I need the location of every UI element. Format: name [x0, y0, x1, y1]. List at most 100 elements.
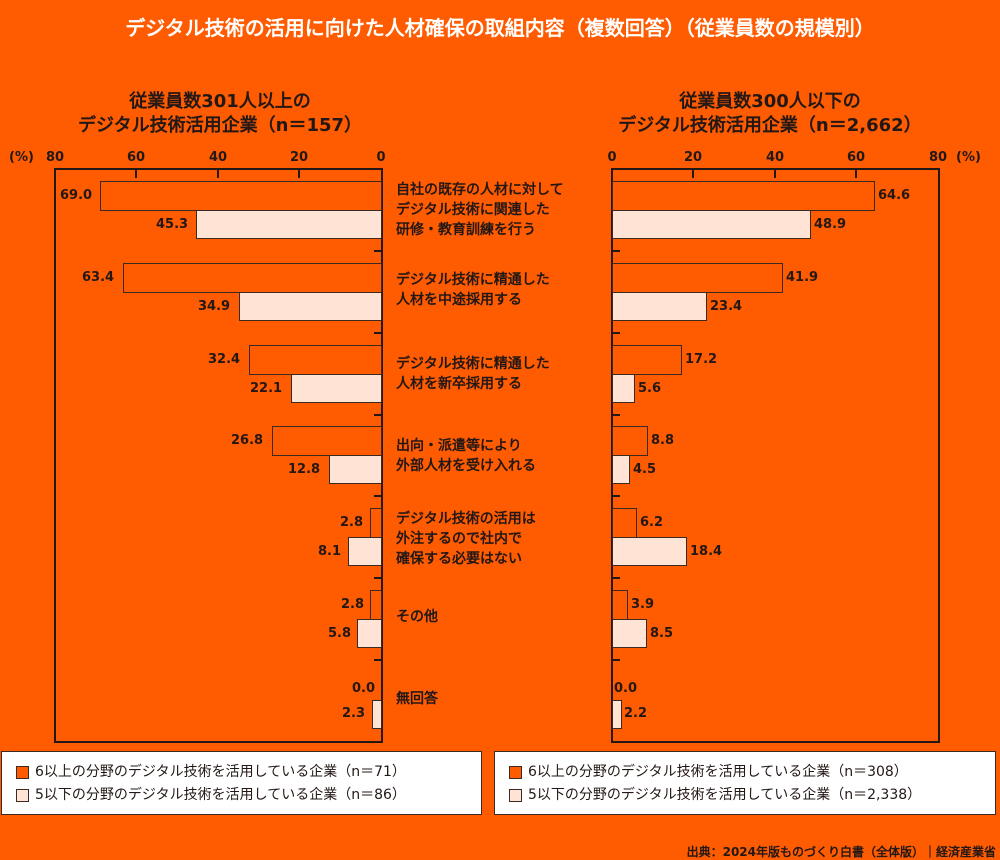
right-axis-tick	[692, 169, 694, 178]
right-value-light: 18.4	[690, 544, 723, 559]
left-axis-tick	[217, 169, 219, 178]
left-bar-light	[372, 700, 382, 729]
left-panel-title-line2: デジタル技術活用企業（n＝157）	[77, 115, 363, 136]
left-axis-tick	[135, 169, 137, 178]
legend-label: 5以下の分野のデジタル技術を活用している企業（n＝2,338）	[528, 787, 922, 803]
left-group-separator	[374, 495, 382, 497]
right-value-dark: 64.6	[878, 188, 911, 203]
right-bar-dark	[612, 345, 682, 375]
left-bar-light	[329, 455, 382, 484]
left-axis-unit: (%)	[9, 150, 34, 165]
left-bar-light	[291, 374, 382, 403]
category-label: デジタル技術に精通した 人材を中途採用する	[396, 270, 606, 310]
right-bar-light	[612, 455, 630, 484]
right-value-dark: 6.2	[640, 515, 664, 530]
right-bar-light	[612, 537, 687, 566]
left-tick-80: 80	[45, 150, 65, 165]
right-group-separator	[612, 332, 620, 334]
left-value-dark: 63.4	[82, 270, 115, 285]
right-panel-title: 従業員数300人以下の デジタル技術活用企業（n＝2,662）	[590, 90, 950, 138]
left-value-dark: 32.4	[208, 352, 241, 367]
right-tick-40: 40	[765, 150, 785, 165]
right-plot-frame	[611, 168, 940, 743]
right-bar-dark	[612, 590, 628, 620]
right-value-light: 48.9	[814, 217, 847, 232]
right-panel-title-line1: 従業員数300人以下の	[679, 91, 861, 112]
right-bar-light	[612, 374, 635, 403]
left-bar-dark	[370, 508, 382, 538]
left-panel-title-line1: 従業員数301人以上の	[129, 91, 311, 112]
category-label-line: デジタル技術に関連した	[396, 202, 550, 218]
right-bar-light	[612, 700, 622, 729]
left-bar-dark	[123, 263, 382, 293]
right-group-separator	[612, 250, 620, 252]
left-axis-tick	[298, 169, 300, 178]
right-group-separator	[612, 495, 620, 497]
left-legend: 6以上の分野のデジタル技術を活用している企業（n＝71） 5以下の分野のデジタル…	[1, 751, 482, 815]
left-value-light: 45.3	[156, 217, 189, 232]
left-bar-dark	[100, 181, 382, 211]
category-label-line: デジタル技術に精通した	[396, 272, 550, 288]
left-group-separator	[374, 577, 382, 579]
left-value-dark: 69.0	[60, 188, 93, 203]
left-value-dark: 26.8	[231, 433, 264, 448]
category-label-line: 研修・教育訓練を行う	[396, 222, 536, 238]
left-tick-40: 40	[208, 150, 228, 165]
category-label-line: 無回答	[396, 691, 438, 707]
right-bar-dark	[612, 181, 875, 211]
left-bar-dark	[370, 590, 382, 620]
right-bar-light	[612, 292, 707, 321]
category-label-line: 出向・派遣等により	[396, 438, 522, 454]
category-label: 無回答	[396, 689, 606, 709]
category-label-line: デジタル技術に精通した	[396, 356, 550, 372]
category-label: デジタル技術に精通した 人材を新卒採用する	[396, 354, 606, 394]
left-value-dark: 0.0	[352, 681, 376, 696]
right-tick-60: 60	[846, 150, 866, 165]
left-value-light: 2.3	[342, 706, 366, 721]
right-value-light: 23.4	[710, 299, 743, 314]
legend-item-dark: 6以上の分野のデジタル技術を活用している企業（n＝308）	[509, 761, 985, 784]
category-label: 出向・派遣等により 外部人材を受け入れる	[396, 436, 606, 476]
left-value-light: 8.1	[318, 544, 342, 559]
right-group-separator	[612, 414, 620, 416]
right-tick-80: 80	[928, 150, 948, 165]
left-bar-light	[348, 537, 382, 566]
right-tick-0: 0	[607, 150, 617, 165]
right-bar-dark	[612, 426, 648, 456]
left-value-light: 12.8	[288, 462, 321, 477]
right-axis-tick	[855, 169, 857, 178]
right-bar-dark	[612, 263, 783, 293]
chart-title: デジタル技術の活用に向けた人材確保の取組内容（複数回答）（従業員数の規模別）	[125, 16, 875, 40]
left-panel-title: 従業員数301人以上の デジタル技術活用企業（n＝157）	[40, 90, 400, 138]
left-bar-light	[357, 619, 382, 648]
left-bar-dark	[272, 426, 382, 456]
left-value-dark: 2.8	[341, 597, 365, 612]
right-value-dark: 17.2	[685, 352, 718, 367]
right-panel-title-line2: デジタル技術活用企業（n＝2,662）	[618, 115, 922, 136]
legend-swatch-light	[509, 789, 522, 802]
left-group-separator	[374, 659, 382, 661]
category-label-line: 人材を新卒採用する	[396, 376, 522, 392]
category-label-line: 外部人材を受け入れる	[396, 458, 536, 474]
right-bar-dark	[612, 508, 637, 538]
category-label: 自社の既存の人材に対して デジタル技術に関連した 研修・教育訓練を行う	[396, 180, 606, 240]
legend-item-light: 5以下の分野のデジタル技術を活用している企業（n＝86）	[16, 784, 471, 807]
left-bar-light	[239, 292, 382, 321]
left-tick-20: 20	[289, 150, 309, 165]
legend-label: 5以下の分野のデジタル技術を活用している企業（n＝86）	[35, 787, 406, 803]
right-value-light: 2.2	[624, 706, 648, 721]
right-axis-tick	[774, 169, 776, 178]
left-group-separator	[374, 414, 382, 416]
category-label: その他	[396, 607, 606, 627]
category-label-line: その他	[396, 609, 438, 625]
source-credit: 出典：2024年版ものづくり白書（全体版）｜経済産業省	[686, 845, 996, 859]
right-value-dark: 41.9	[786, 270, 819, 285]
left-value-light: 5.8	[328, 626, 352, 641]
left-bar-dark	[249, 345, 382, 375]
left-tick-60: 60	[126, 150, 146, 165]
right-value-light: 4.5	[633, 462, 657, 477]
category-label-line: デジタル技術の活用は	[396, 511, 536, 527]
category-label-line: 確保する必要はない	[396, 551, 522, 567]
legend-swatch-light	[16, 789, 29, 802]
left-value-light: 34.9	[198, 299, 231, 314]
